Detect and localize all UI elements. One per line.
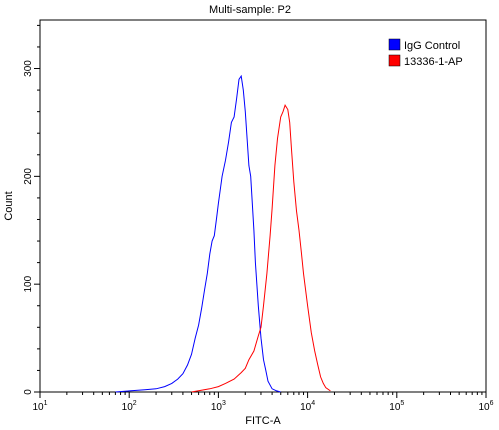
x-tick-exponent: 6: [490, 400, 494, 407]
x-axis-label: FITC-A: [245, 415, 281, 427]
legend: IgG Control 13336-1-AP: [388, 38, 463, 68]
legend-swatch-igg-control: [388, 38, 401, 51]
x-tick-base: 10: [122, 402, 134, 413]
x-tick-exponent: 1: [44, 400, 48, 407]
series-line-1: [191, 104, 331, 393]
x-tick-base: 10: [478, 402, 490, 413]
y-tick-label: 100: [23, 275, 34, 292]
x-tick-label: 106: [478, 400, 493, 413]
x-axis: 101 102 103 104 105 106: [32, 392, 494, 413]
x-tick-label: 102: [122, 400, 137, 413]
y-tick-label: 200: [23, 168, 34, 185]
x-tick-label: 103: [211, 400, 226, 413]
series-line-0: [115, 74, 281, 393]
x-tick-label: 101: [32, 400, 47, 413]
x-tick-label: 104: [300, 400, 315, 413]
x-tick-exponent: 3: [222, 400, 226, 407]
x-tick-exponent: 4: [311, 400, 315, 407]
x-tick-base: 10: [389, 402, 401, 413]
x-tick-base: 10: [32, 402, 44, 413]
x-tick-label: 105: [389, 400, 404, 413]
y-axis-label: Count: [3, 191, 15, 220]
plot-frame: [39, 19, 487, 393]
y-tick-label: 300: [23, 60, 34, 77]
x-tick-base: 10: [300, 402, 312, 413]
x-tick-exponent: 2: [133, 400, 137, 407]
y-tick-label: 0: [23, 389, 34, 395]
chart-title: Multi-sample: P2: [209, 4, 291, 16]
x-tick-exponent: 5: [400, 400, 404, 407]
legend-label-13336-1-ap: 13336-1-AP: [404, 56, 463, 68]
series-layer: [115, 74, 331, 393]
y-axis: 0 100 200 300: [23, 24, 40, 395]
x-tick-base: 10: [211, 402, 223, 413]
legend-swatch-13336-1-ap: [388, 54, 401, 67]
legend-label-igg-control: IgG Control: [404, 40, 460, 52]
